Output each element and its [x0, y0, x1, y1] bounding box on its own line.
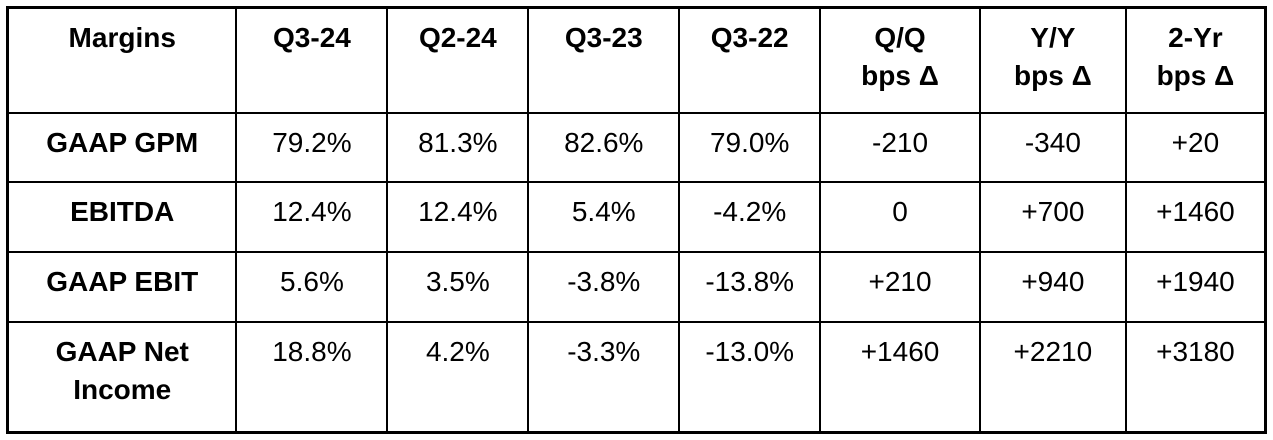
table-row-ebitda: EBITDA 12.4% 12.4% 5.4% -4.2% 0 +700 +14… — [6, 181, 1267, 253]
cell-value: +20 — [1124, 111, 1267, 184]
header-label-line1: 2-Yr — [1168, 22, 1223, 53]
cell-value: +1460 — [1124, 181, 1267, 253]
header-label-line2: bps Δ — [1014, 59, 1092, 91]
cell-value: -210 — [819, 111, 981, 184]
table-row-gaap-ebit: GAAP EBIT 5.6% 3.5% -3.8% -13.8% +210 +9… — [6, 250, 1267, 323]
table-header-row: Margins Q3-24 Q2-24 Q3-23 Q3-22 Q/Q bps … — [6, 6, 1267, 114]
cell-value: -4.2% — [678, 181, 822, 253]
cell-value: -3.8% — [527, 250, 681, 323]
cell-value: +3180 — [1124, 320, 1267, 434]
header-label-line1: Q/Q — [874, 22, 926, 53]
margins-table: Margins Q3-24 Q2-24 Q3-23 Q3-22 Q/Q bps … — [6, 6, 1267, 434]
row-label: GAAP EBIT — [6, 250, 238, 323]
cell-value: 82.6% — [527, 111, 681, 184]
header-cell-qq-bps-delta: Q/Q bps Δ — [819, 6, 981, 114]
cell-value: 79.0% — [678, 111, 822, 184]
header-cell-yy-bps-delta: Y/Y bps Δ — [978, 6, 1127, 114]
row-label: GAAP GPM — [6, 111, 238, 184]
header-label: Q3-23 — [564, 22, 643, 53]
header-cell-2yr-bps-delta: 2-Yr bps Δ — [1124, 6, 1267, 114]
table-row-gaap-gpm: GAAP GPM 79.2% 81.3% 82.6% 79.0% -210 -3… — [6, 111, 1267, 184]
header-cell-q3-22: Q3-22 — [678, 6, 822, 114]
cell-value: 12.4% — [235, 181, 389, 253]
cell-value: -13.8% — [678, 250, 822, 323]
header-label-line2: bps Δ — [1156, 59, 1235, 91]
cell-value: 0 — [819, 181, 981, 253]
cell-value: 18.8% — [235, 320, 389, 434]
cell-value: 12.4% — [386, 181, 530, 253]
cell-value: 5.6% — [235, 250, 389, 323]
cell-value: +2210 — [978, 320, 1127, 434]
header-cell-q3-23: Q3-23 — [527, 6, 681, 114]
cell-value: -340 — [978, 111, 1127, 184]
header-label: Q2-24 — [418, 22, 497, 53]
cell-value: +1460 — [819, 320, 981, 434]
header-label: Q3-24 — [273, 22, 351, 53]
header-cell-q3-24: Q3-24 — [235, 6, 389, 114]
cell-value: 5.4% — [527, 181, 681, 253]
row-label: EBITDA — [6, 181, 238, 253]
row-label: GAAP Net Income — [6, 320, 238, 434]
cell-value: 81.3% — [386, 111, 530, 184]
cell-value: +700 — [978, 181, 1127, 253]
cell-value: +210 — [819, 250, 981, 323]
header-cell-margins: Margins — [6, 6, 238, 114]
header-label: Q3-22 — [710, 22, 789, 53]
cell-value: +1940 — [1124, 250, 1267, 323]
cell-value: -13.0% — [678, 320, 822, 434]
header-label-line1: Y/Y — [1030, 22, 1076, 53]
header-title: Margins — [68, 22, 176, 53]
header-cell-q2-24: Q2-24 — [386, 6, 530, 114]
cell-value: -3.3% — [527, 320, 681, 434]
cell-value: 3.5% — [386, 250, 530, 323]
cell-value: 4.2% — [386, 320, 530, 434]
header-label-line2: bps Δ — [861, 59, 939, 91]
table-row-gaap-net-income: GAAP Net Income 18.8% 4.2% -3.3% -13.0% … — [6, 320, 1267, 434]
cell-value: 79.2% — [235, 111, 389, 184]
cell-value: +940 — [978, 250, 1127, 323]
